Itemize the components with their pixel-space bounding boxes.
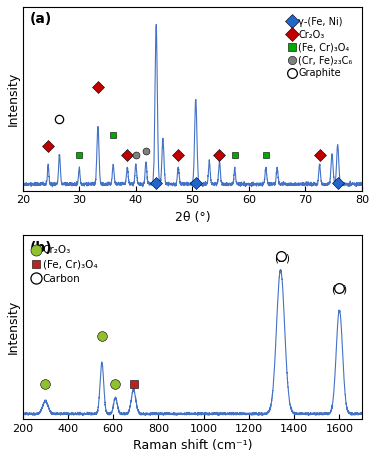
- Text: (G): (G): [331, 284, 347, 294]
- Text: (a): (a): [29, 12, 52, 27]
- Legend: Cr₂O₃, (Fe, Cr)₃O₄, Carbon: Cr₂O₃, (Fe, Cr)₃O₄, Carbon: [28, 240, 102, 289]
- X-axis label: 2θ (°): 2θ (°): [174, 211, 210, 224]
- Y-axis label: Intensity: Intensity: [7, 72, 20, 126]
- Text: (D): (D): [274, 254, 290, 264]
- Text: (b): (b): [29, 241, 52, 255]
- Y-axis label: Intensity: Intensity: [7, 300, 20, 354]
- X-axis label: Raman shift (cm⁻¹): Raman shift (cm⁻¹): [133, 439, 252, 452]
- Legend: γ-(Fe, Ni), Cr₂O₃, (Fe, Cr)₃O₄, (Cr, Fe)₂₃C₆, Graphite: γ-(Fe, Ni), Cr₂O₃, (Fe, Cr)₃O₄, (Cr, Fe)…: [284, 12, 357, 83]
